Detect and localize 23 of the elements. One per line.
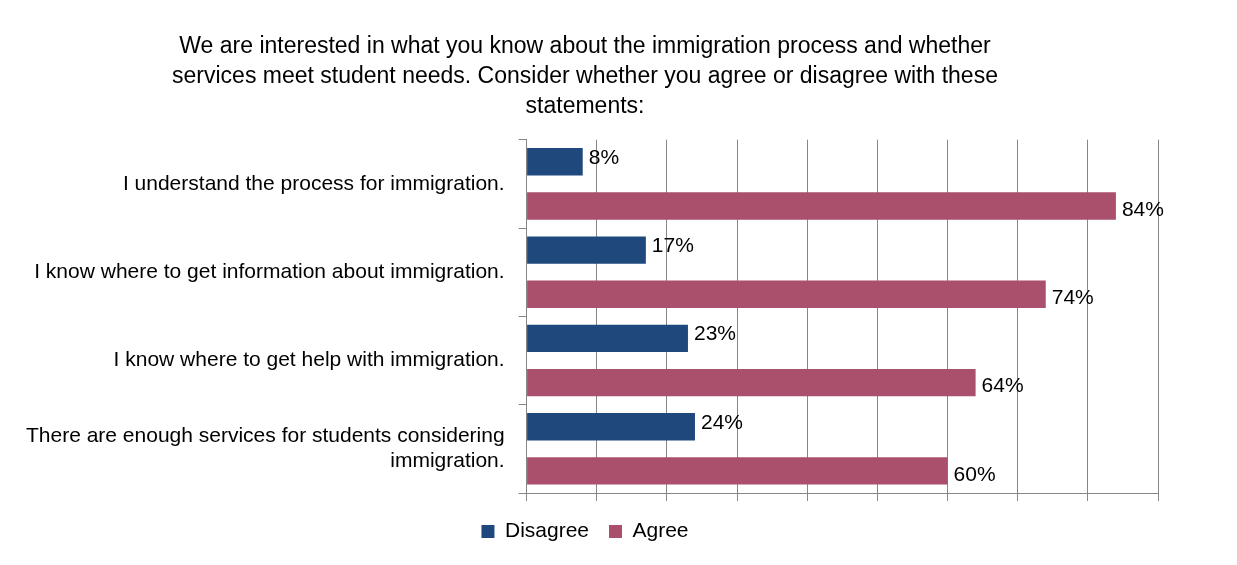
bar — [527, 457, 948, 485]
bar — [527, 368, 976, 397]
chart-title: We are interested in what you know about the immigration process and whether services meet student needs. Consider whether you agree or disagree with these statements: — [172, 32, 998, 119]
legend-label: Agree — [632, 518, 689, 542]
data-label: 8% — [588, 144, 620, 168]
data-label: 84% — [1121, 196, 1164, 220]
bar — [527, 280, 1046, 308]
legend-label: Disagree — [504, 518, 590, 542]
y-tick-label: I know where to get information about immigration. — [34, 258, 505, 282]
y-tick-label: There are enough services for students considering immigration. — [25, 423, 505, 472]
data-label: 23% — [693, 321, 736, 345]
bar — [527, 413, 695, 441]
data-label: 64% — [981, 373, 1024, 397]
data-label: 17% — [651, 232, 694, 256]
bar — [527, 236, 646, 264]
bar — [527, 148, 583, 176]
y-tick-label: I know where to get help with immigration. — [113, 347, 505, 371]
bar — [527, 192, 1116, 220]
y-tick-label: I understand the process for immigration. — [122, 170, 505, 194]
data-label: 24% — [700, 409, 744, 433]
data-label: 60% — [953, 461, 996, 485]
data-label: 74% — [1051, 285, 1094, 309]
bar — [527, 324, 688, 353]
